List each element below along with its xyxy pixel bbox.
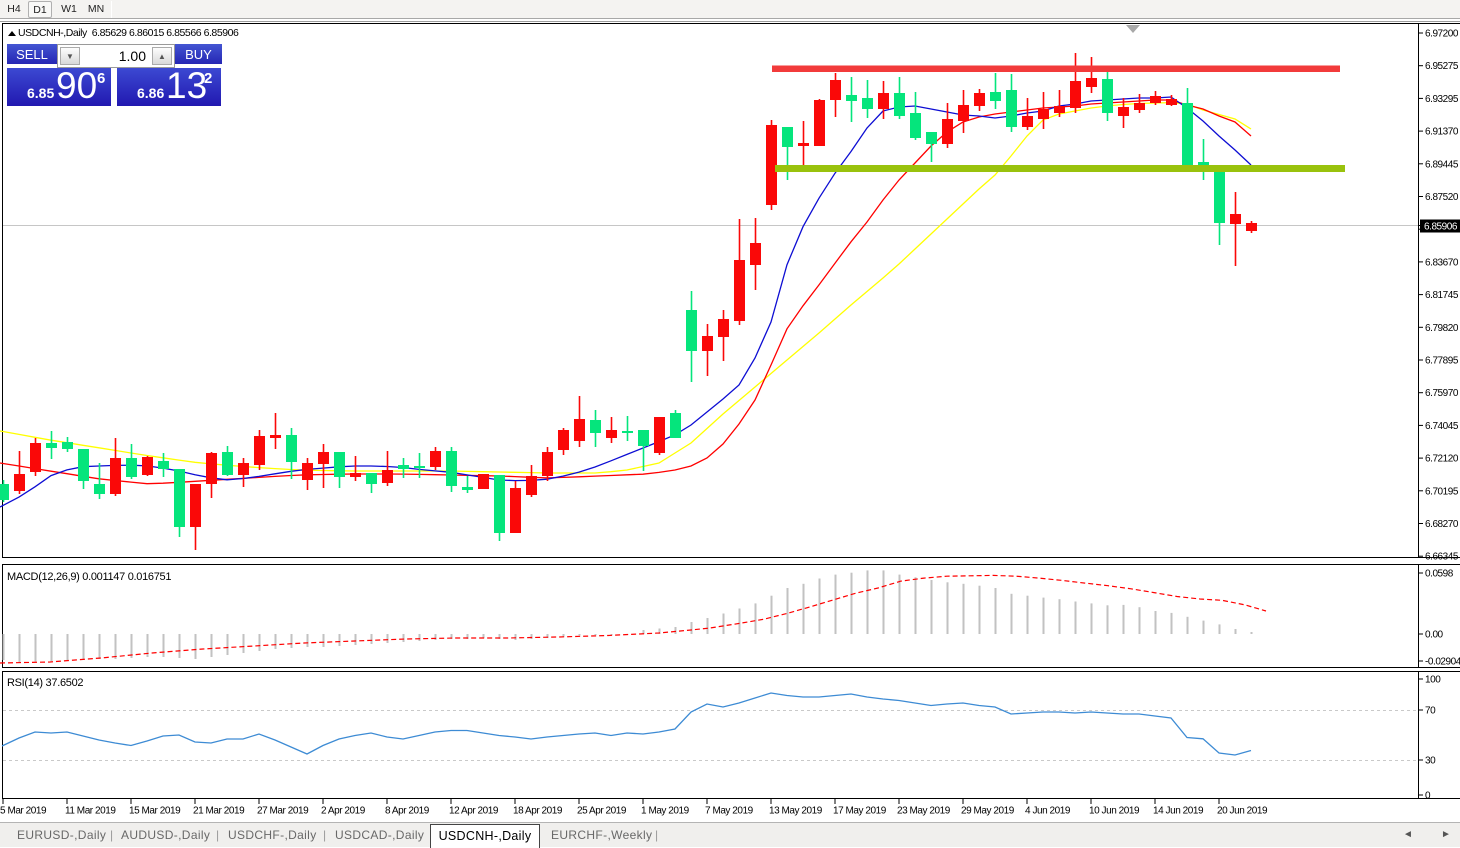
svg-text:29 May 2019: 29 May 2019 <box>961 806 1015 817</box>
svg-text:12 Apr 2019: 12 Apr 2019 <box>449 806 499 817</box>
svg-text:6.89445: 6.89445 <box>1425 159 1459 170</box>
svg-text:1 May 2019: 1 May 2019 <box>641 806 690 817</box>
svg-text:13 May 2019: 13 May 2019 <box>769 806 823 817</box>
svg-text:6.91370: 6.91370 <box>1425 127 1459 138</box>
svg-text:6.79820: 6.79820 <box>1425 323 1459 334</box>
svg-text:23 May 2019: 23 May 2019 <box>897 806 951 817</box>
svg-text:6.66345: 6.66345 <box>1425 552 1459 563</box>
svg-text:10 Jun 2019: 10 Jun 2019 <box>1089 806 1140 817</box>
svg-text:-0.029049: -0.029049 <box>1425 657 1460 668</box>
svg-text:30: 30 <box>1425 756 1436 767</box>
svg-text:4 Jun 2019: 4 Jun 2019 <box>1025 806 1071 817</box>
svg-text:6.77895: 6.77895 <box>1425 356 1459 367</box>
svg-text:14 Jun 2019: 14 Jun 2019 <box>1153 806 1204 817</box>
svg-text:6.93295: 6.93295 <box>1425 94 1459 105</box>
svg-text:70: 70 <box>1425 706 1436 717</box>
svg-text:6.85906: 6.85906 <box>1424 222 1458 233</box>
svg-text:RSI(14) 37.6502: RSI(14) 37.6502 <box>7 677 83 689</box>
svg-text:6.72120: 6.72120 <box>1425 454 1459 465</box>
svg-text:100: 100 <box>1425 675 1441 686</box>
svg-text:0.00: 0.00 <box>1425 630 1444 641</box>
svg-text:20 Jun 2019: 20 Jun 2019 <box>1217 806 1268 817</box>
svg-text:27 Mar 2019: 27 Mar 2019 <box>257 806 309 817</box>
svg-text:6.70195: 6.70195 <box>1425 486 1459 497</box>
svg-text:6.81745: 6.81745 <box>1425 290 1459 301</box>
svg-text:11 Mar 2019: 11 Mar 2019 <box>65 806 116 817</box>
svg-text:21 Mar 2019: 21 Mar 2019 <box>193 806 245 817</box>
svg-text:6.75970: 6.75970 <box>1425 388 1459 399</box>
svg-text:6.68270: 6.68270 <box>1425 519 1459 530</box>
svg-text:17 May 2019: 17 May 2019 <box>833 806 887 817</box>
svg-text:0: 0 <box>1425 791 1431 802</box>
svg-text:25 Apr 2019: 25 Apr 2019 <box>577 806 627 817</box>
svg-text:15 Mar 2019: 15 Mar 2019 <box>129 806 181 817</box>
svg-text:6.74045: 6.74045 <box>1425 421 1459 432</box>
svg-text:6.83670: 6.83670 <box>1425 257 1459 268</box>
svg-text:18 Apr 2019: 18 Apr 2019 <box>513 806 563 817</box>
svg-text:6.97200: 6.97200 <box>1425 29 1459 40</box>
svg-text:MACD(12,26,9) 0.001147 0.01675: MACD(12,26,9) 0.001147 0.016751 <box>7 571 171 583</box>
svg-text:0.0598: 0.0598 <box>1425 569 1454 580</box>
svg-text:6.95275: 6.95275 <box>1425 61 1459 72</box>
svg-text:2 Apr 2019: 2 Apr 2019 <box>321 806 366 817</box>
svg-text:6.87520: 6.87520 <box>1425 192 1459 203</box>
svg-text:8 Apr 2019: 8 Apr 2019 <box>385 806 430 817</box>
svg-text:5 Mar 2019: 5 Mar 2019 <box>0 806 47 817</box>
svg-text:7 May 2019: 7 May 2019 <box>705 806 754 817</box>
svg-text:6.85595: 6.85595 <box>1425 225 1459 236</box>
